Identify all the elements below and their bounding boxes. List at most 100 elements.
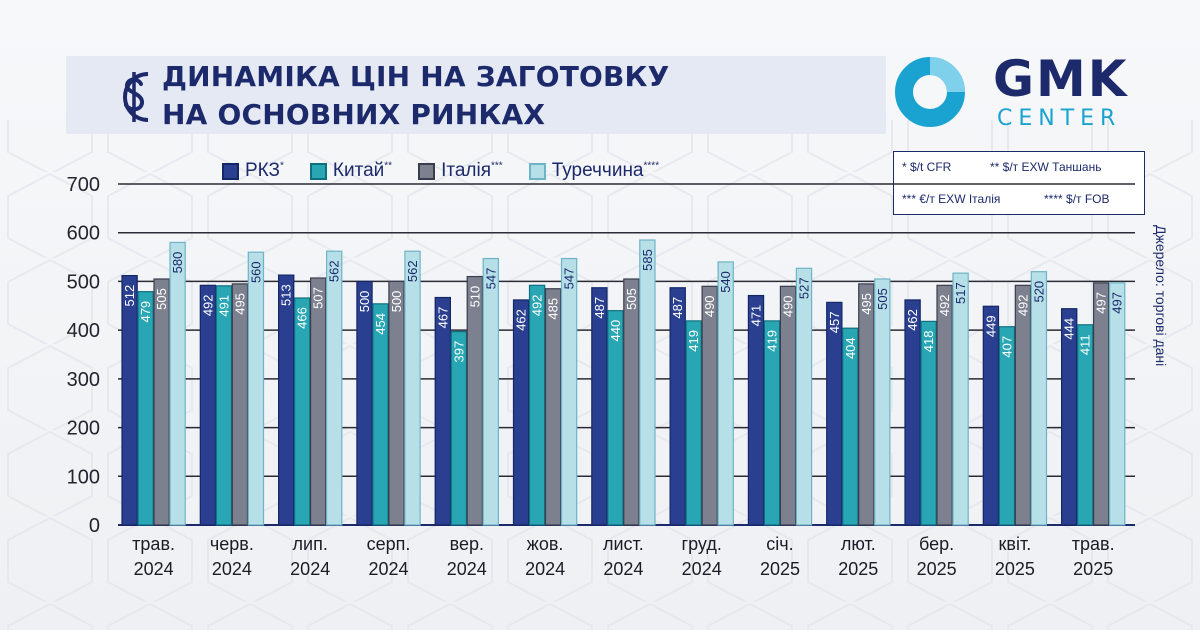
bar-turkey bbox=[795, 267, 813, 526]
bar-turkey bbox=[169, 241, 186, 526]
bar-italy bbox=[936, 284, 953, 526]
note-turkey: **** $/т FOB bbox=[1044, 192, 1110, 206]
y-tick-label: 600 bbox=[67, 223, 100, 245]
data-label: 471 bbox=[749, 305, 764, 327]
page-title: ДИНАМІКА ЦІН НА ЗАГОТОВКУ НА ОСНОВНИХ РИ… bbox=[162, 58, 669, 134]
x-tick-label-year: 2024 bbox=[682, 559, 722, 579]
data-label: 547 bbox=[483, 268, 498, 290]
data-label: 411 bbox=[1078, 334, 1093, 355]
data-label: 492 bbox=[1015, 294, 1030, 316]
x-tick-label: квіт. bbox=[999, 534, 1032, 554]
x-tick-label: жов. bbox=[527, 534, 564, 554]
data-label: 580 bbox=[170, 252, 185, 274]
x-tick-label-year: 2025 bbox=[838, 559, 878, 579]
data-label: 495 bbox=[859, 293, 874, 315]
data-label: 444 bbox=[1062, 318, 1077, 340]
x-tick-label: груд. bbox=[682, 534, 722, 554]
data-label: 491 bbox=[216, 295, 231, 317]
data-label: 495 bbox=[232, 293, 247, 315]
y-tick-label: 100 bbox=[67, 466, 100, 488]
data-label: 562 bbox=[405, 260, 420, 282]
bar-rkz bbox=[356, 280, 373, 526]
data-label: 540 bbox=[718, 271, 733, 293]
y-tick-label: 700 bbox=[67, 174, 100, 196]
bar-rkz bbox=[826, 301, 843, 526]
data-label: 512 bbox=[122, 285, 137, 307]
data-label: 462 bbox=[905, 309, 920, 331]
bar-rkz bbox=[121, 274, 138, 526]
bar-china bbox=[294, 297, 311, 526]
note-rkz: * $/t CFR bbox=[902, 160, 952, 174]
bar-turkey bbox=[952, 272, 969, 526]
data-label: 418 bbox=[921, 331, 936, 353]
data-label: 510 bbox=[467, 286, 482, 308]
data-label: 492 bbox=[937, 294, 952, 316]
data-label: 520 bbox=[1031, 281, 1046, 303]
x-tick-label-year: 2024 bbox=[525, 559, 565, 579]
bar-italy bbox=[388, 280, 405, 526]
x-tick-label: трав. bbox=[132, 534, 175, 554]
data-label: 404 bbox=[843, 337, 858, 359]
bar-china bbox=[920, 320, 937, 526]
bar-italy bbox=[466, 275, 484, 526]
y-tick-label: 200 bbox=[67, 418, 100, 440]
bar-turkey bbox=[326, 250, 343, 526]
bar-turkey bbox=[639, 239, 656, 526]
data-label: 449 bbox=[983, 315, 998, 337]
bar-rkz bbox=[512, 299, 530, 526]
x-tick-label-year: 2025 bbox=[995, 559, 1035, 579]
data-label: 467 bbox=[435, 307, 450, 329]
x-tick-label: лют. bbox=[841, 534, 876, 554]
x-tick-label-year: 2024 bbox=[134, 559, 174, 579]
data-label: 513 bbox=[279, 284, 294, 306]
bar-china bbox=[763, 320, 781, 526]
bar-china bbox=[372, 303, 389, 526]
data-label: 466 bbox=[295, 307, 310, 329]
bar-rkz bbox=[669, 287, 686, 526]
legend-label-italy: Італія*** bbox=[441, 160, 503, 181]
units-notes-box: * $/t CFR ** $/т EXW Таншань *** €/т EXW… bbox=[893, 151, 1145, 215]
legend-swatch-italy bbox=[418, 162, 436, 180]
dollar-icon bbox=[123, 72, 149, 122]
bar-italy bbox=[1014, 284, 1032, 526]
bar-turkey bbox=[404, 250, 421, 526]
data-label: 419 bbox=[686, 330, 701, 352]
bar-italy bbox=[310, 277, 327, 526]
y-tick-label: 0 bbox=[89, 515, 100, 537]
x-tick-label-year: 2024 bbox=[368, 559, 408, 579]
bar-china bbox=[450, 331, 468, 526]
legend-swatch-rkz bbox=[222, 162, 239, 180]
bar-italy bbox=[1092, 282, 1110, 526]
bar-rkz bbox=[278, 274, 295, 526]
bar-italy bbox=[231, 283, 249, 526]
data-label: 585 bbox=[640, 249, 655, 271]
x-tick-label: серп. bbox=[367, 534, 411, 554]
y-tick-label: 400 bbox=[67, 320, 100, 342]
bar-turkey bbox=[247, 251, 265, 526]
bar-turkey bbox=[1030, 271, 1048, 526]
data-label: 490 bbox=[781, 295, 796, 317]
bar-turkey bbox=[482, 257, 500, 526]
x-tick-label-year: 2025 bbox=[917, 559, 957, 579]
bar-china bbox=[137, 291, 154, 526]
data-label: 462 bbox=[514, 309, 529, 331]
data-label: 479 bbox=[138, 301, 153, 323]
data-label: 505 bbox=[624, 288, 639, 310]
data-label: 487 bbox=[592, 297, 607, 319]
data-label: 500 bbox=[389, 291, 404, 313]
legend-item-italy: Італія*** bbox=[418, 160, 503, 182]
data-label: 507 bbox=[311, 287, 326, 309]
data-label: 562 bbox=[327, 260, 342, 282]
bar-china bbox=[607, 310, 624, 526]
bar-china bbox=[998, 326, 1016, 526]
bar-turkey bbox=[1108, 282, 1126, 526]
legend-item-china: Китай** bbox=[309, 160, 392, 182]
data-label: 560 bbox=[248, 261, 263, 283]
x-tick-label: січ. bbox=[766, 534, 793, 554]
x-tick-label: вер. bbox=[450, 534, 484, 554]
x-tick-label: черв. bbox=[210, 534, 254, 554]
bar-italy bbox=[544, 288, 562, 526]
data-label: 500 bbox=[357, 291, 372, 313]
legend-label-rkz: РКЗ* bbox=[245, 160, 284, 181]
